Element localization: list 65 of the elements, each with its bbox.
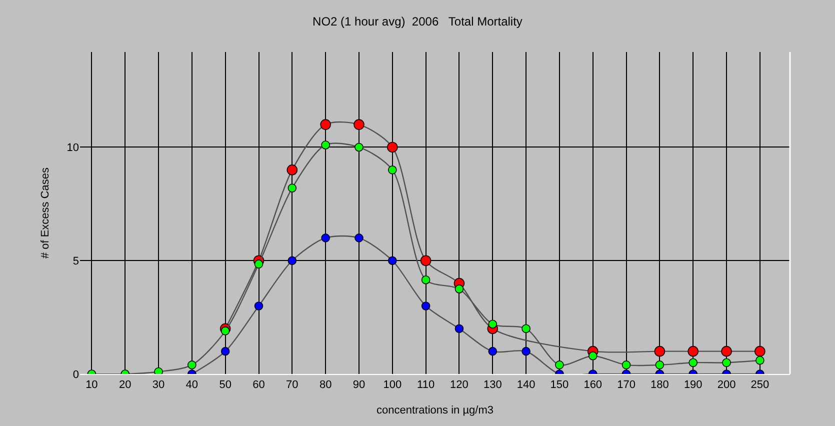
x-tick-label: 40 — [186, 379, 198, 392]
chart-title: NO2 (1 hour avg) 2006 Total Mortality — [312, 14, 522, 28]
point — [421, 302, 430, 310]
point — [388, 166, 397, 174]
point — [588, 351, 598, 360]
x-tick-label: 170 — [617, 379, 636, 392]
x-tick-label: 150 — [550, 379, 569, 392]
point — [188, 360, 196, 370]
y-tick-label: 5 — [72, 255, 79, 268]
point — [220, 326, 230, 336]
point — [654, 346, 666, 357]
x-tick-label: 140 — [516, 379, 536, 392]
x-tick-label: 110 — [417, 379, 435, 392]
point — [454, 284, 464, 294]
point — [387, 142, 398, 153]
x-tick-label: 30 — [152, 379, 165, 392]
x-tick-label: 180 — [650, 379, 669, 392]
point — [288, 256, 297, 266]
point — [420, 255, 432, 266]
point — [354, 119, 364, 130]
point — [756, 356, 764, 365]
point — [555, 360, 564, 370]
point — [321, 140, 330, 150]
point — [254, 302, 264, 310]
x-tick-label: 10 — [86, 379, 98, 392]
point — [454, 324, 464, 334]
point — [488, 346, 498, 356]
point — [220, 346, 230, 356]
point — [522, 346, 530, 356]
point — [722, 358, 731, 368]
point — [688, 358, 698, 368]
point — [154, 367, 163, 374]
x-tick-label: 160 — [584, 379, 602, 392]
x-tick-label: 80 — [319, 379, 332, 392]
y-axis-title: # of Excess Cases — [39, 166, 52, 259]
x-tick-label: 20 — [118, 379, 132, 392]
point — [655, 360, 664, 370]
y-tick-label: 10 — [66, 142, 79, 154]
point — [354, 142, 364, 152]
x-tick-label: 70 — [286, 379, 298, 392]
point — [488, 320, 498, 329]
point — [522, 324, 530, 334]
point — [754, 346, 766, 357]
x-tick-label: 250 — [750, 379, 770, 392]
point — [286, 164, 298, 176]
x-tick-label: 200 — [717, 379, 736, 392]
x-tick-label: 50 — [219, 379, 232, 392]
point — [622, 360, 631, 370]
point — [321, 234, 330, 242]
x-tick-label: 190 — [684, 379, 702, 392]
point — [421, 275, 430, 284]
x-tick-label: 130 — [483, 379, 502, 392]
x-tick-label: 60 — [252, 379, 265, 392]
point — [354, 234, 364, 242]
point — [388, 256, 397, 266]
y-tick-label: 0 — [72, 368, 79, 381]
x-tick-label: 120 — [450, 379, 468, 392]
point — [688, 346, 699, 357]
point — [254, 260, 264, 268]
x-tick-label: 100 — [383, 379, 402, 392]
x-axis-title: concentrations in µg/m3 — [376, 404, 494, 416]
x-tick-label: 90 — [352, 379, 366, 392]
point — [721, 346, 732, 357]
point — [288, 184, 297, 192]
point — [320, 119, 331, 130]
